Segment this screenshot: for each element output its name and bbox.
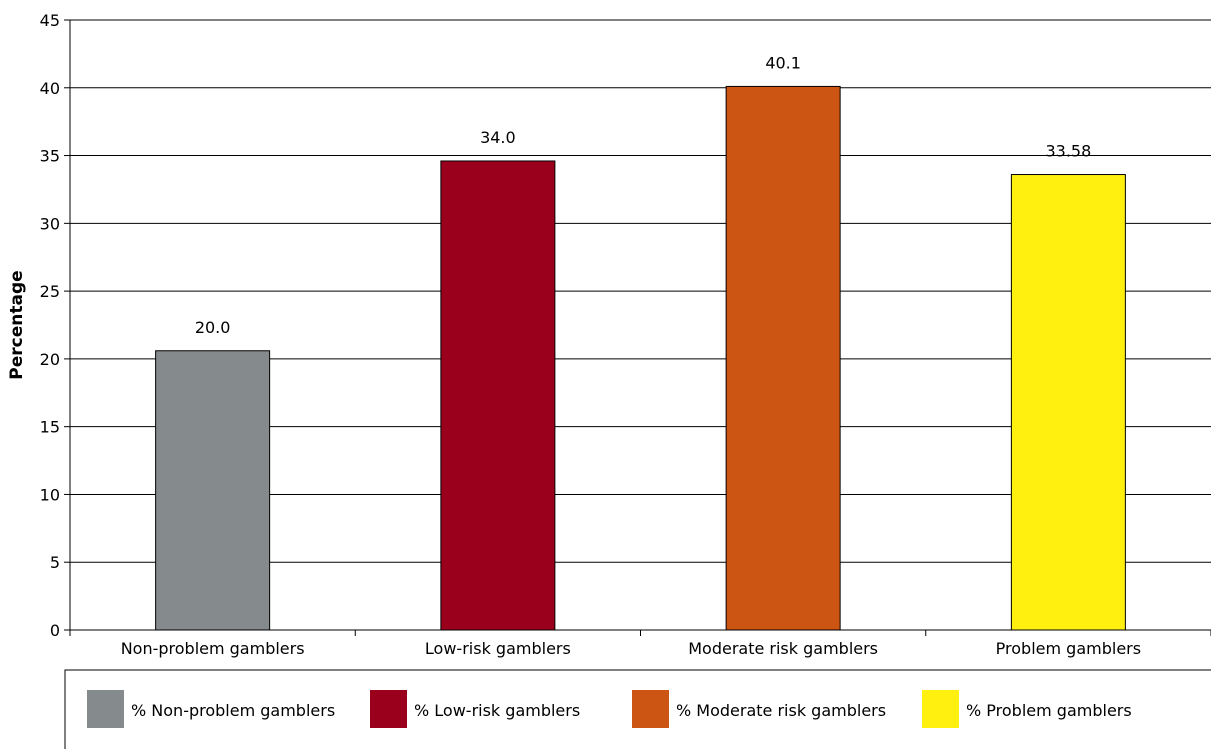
legend-label: % Moderate risk gamblers bbox=[676, 701, 886, 720]
y-tick-label: 30 bbox=[40, 214, 60, 233]
legend-label: % Non-problem gamblers bbox=[131, 701, 335, 720]
x-tick-label: Low-risk gamblers bbox=[425, 639, 571, 658]
y-tick-label: 10 bbox=[40, 485, 60, 504]
legend-swatch bbox=[87, 690, 124, 728]
y-tick-label: 25 bbox=[40, 282, 60, 301]
legend-swatch bbox=[370, 690, 407, 728]
y-tick-label: 45 bbox=[40, 11, 60, 30]
y-tick-label: 0 bbox=[50, 621, 60, 640]
bar bbox=[1010, 174, 1126, 631]
x-tick-label: Problem gamblers bbox=[996, 639, 1141, 658]
y-tick-label: 5 bbox=[50, 553, 60, 572]
data-label: 34.0 bbox=[480, 128, 516, 147]
y-tick-label: 35 bbox=[40, 147, 60, 166]
bar bbox=[725, 85, 841, 631]
legend-label: % Low-risk gamblers bbox=[414, 701, 580, 720]
y-axis-title: Percentage bbox=[7, 270, 27, 379]
bar bbox=[155, 350, 271, 631]
x-tick-label: Moderate risk gamblers bbox=[688, 639, 878, 658]
data-label: 20.0 bbox=[195, 318, 231, 337]
bar bbox=[440, 160, 556, 631]
y-tick-label: 40 bbox=[40, 79, 60, 98]
x-tick-label: Non-problem gamblers bbox=[121, 639, 305, 658]
data-label: 33.58 bbox=[1045, 142, 1091, 161]
y-tick-label: 20 bbox=[40, 350, 60, 369]
legend-swatch bbox=[632, 690, 669, 728]
legend-swatch bbox=[922, 690, 959, 728]
legend-label: % Problem gamblers bbox=[966, 701, 1132, 720]
y-tick-label: 15 bbox=[40, 418, 60, 437]
data-label: 40.1 bbox=[765, 53, 801, 72]
